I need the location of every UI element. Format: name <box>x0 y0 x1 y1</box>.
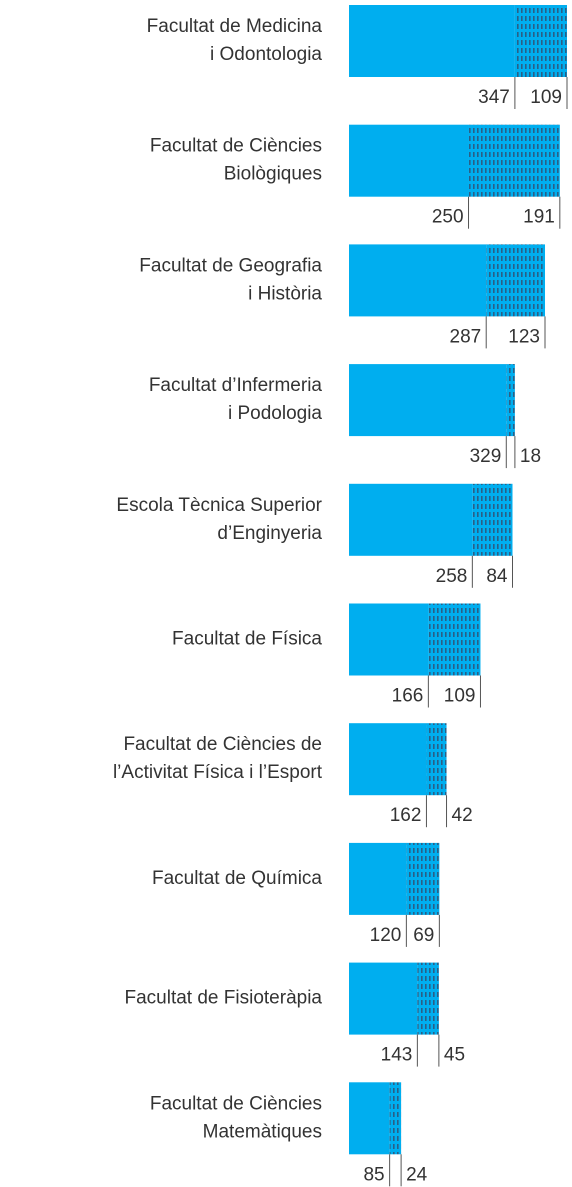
bar-segment <box>514 5 567 77</box>
bar-segment <box>486 244 546 317</box>
category-label: Escola Tècnica Superior <box>116 495 322 516</box>
category-label: i Odontologia <box>210 44 322 65</box>
category-label: Facultat de Geografia <box>139 255 322 276</box>
bar-segment <box>349 962 418 1035</box>
value-label: 120 <box>370 925 402 946</box>
bar-segment <box>428 603 481 676</box>
category-label: Facultat de Ciències <box>150 1093 322 1114</box>
value-label: 84 <box>486 566 508 587</box>
value-label: 166 <box>392 686 424 707</box>
category-label: Matemàtiques <box>203 1121 322 1142</box>
value-label: 42 <box>452 805 473 826</box>
value-label: 162 <box>390 805 422 826</box>
bar-segment <box>406 842 440 915</box>
value-label: 69 <box>413 925 434 946</box>
value-label: 347 <box>478 87 510 108</box>
bar-segment <box>349 603 429 676</box>
bar-segment <box>426 723 447 796</box>
category-label: l’Activitat Física i l’Esport <box>113 762 323 783</box>
bar-segment <box>472 483 513 556</box>
category-label: Facultat d’Infermeria <box>149 375 323 396</box>
value-label: 287 <box>450 326 482 347</box>
value-label: 109 <box>530 87 562 108</box>
bar-segment <box>389 1082 402 1155</box>
value-label: 258 <box>436 566 468 587</box>
category-label: i Història <box>248 283 322 304</box>
value-label: 24 <box>406 1164 428 1185</box>
value-label: 45 <box>444 1045 465 1066</box>
category-label: Facultat de Ciències <box>150 136 322 157</box>
category-label: Facultat de Ciències de <box>123 734 322 755</box>
bar-segment <box>349 244 487 317</box>
category-label: Facultat de Física <box>172 629 322 650</box>
bar-segment <box>506 364 515 437</box>
value-label: 191 <box>523 207 555 228</box>
bar-segment <box>349 483 473 556</box>
bar-segment <box>349 5 515 77</box>
bar-segment <box>349 124 469 197</box>
value-label: 250 <box>432 207 464 228</box>
value-label: 109 <box>444 686 476 707</box>
value-label: 143 <box>381 1045 413 1066</box>
category-label: Facultat de Fisioteràpia <box>125 988 323 1009</box>
bar-segment <box>349 842 407 915</box>
category-label: i Podologia <box>228 403 322 424</box>
bar-segment <box>349 364 507 437</box>
category-label: Biològiques <box>224 164 322 185</box>
bar-segment <box>417 962 439 1035</box>
bar-segment <box>349 723 427 796</box>
category-label: Facultat de Química <box>152 868 322 889</box>
category-label: d’Enginyeria <box>217 523 322 544</box>
value-label: 123 <box>508 326 540 347</box>
value-label: 85 <box>363 1164 384 1185</box>
value-label: 18 <box>520 446 541 467</box>
bar-segment <box>349 1082 390 1155</box>
bar-segment <box>468 124 560 197</box>
category-label: Facultat de Medicina <box>147 16 323 37</box>
value-label: 329 <box>470 446 502 467</box>
